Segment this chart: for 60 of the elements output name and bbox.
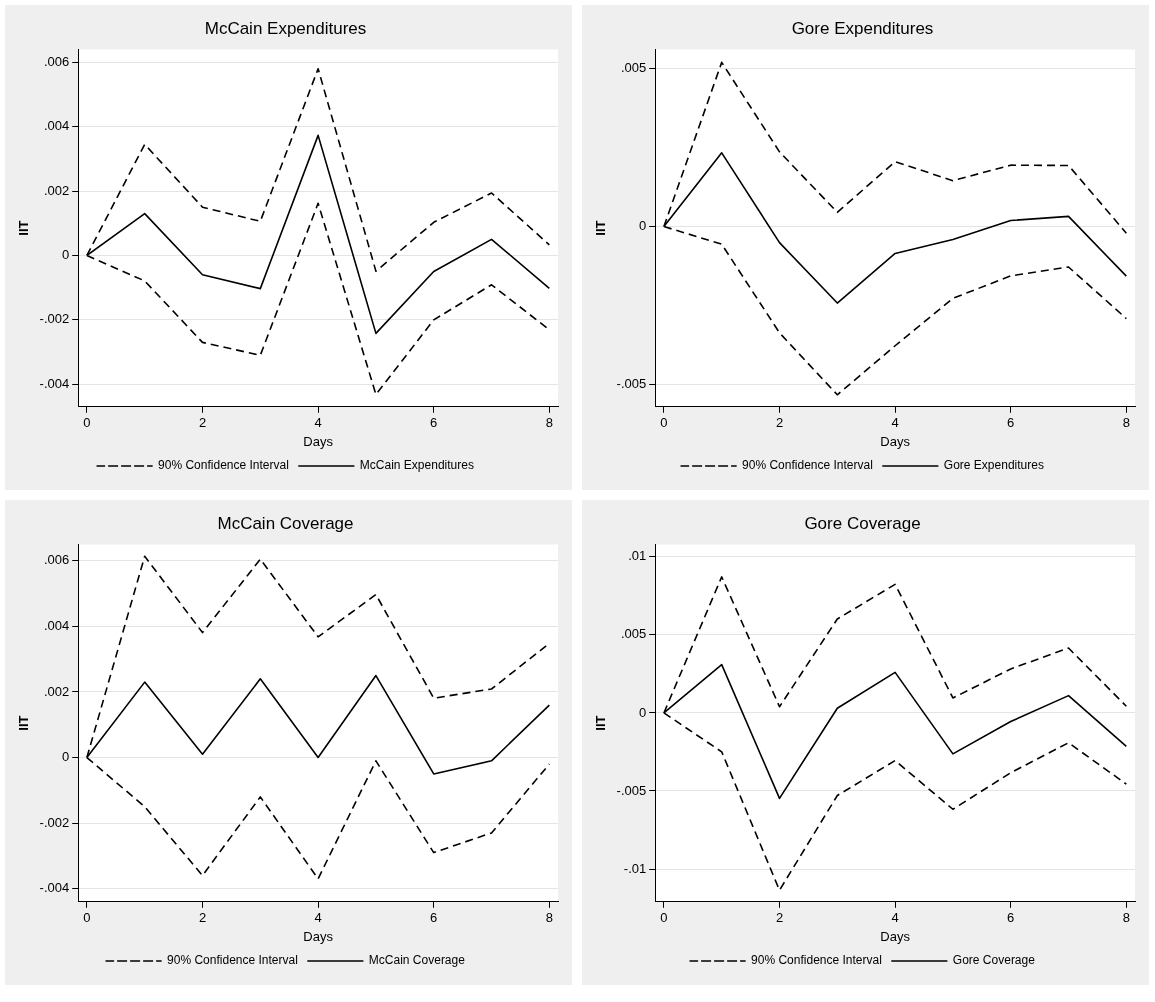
x-axis-title: Days bbox=[303, 928, 334, 944]
y-tick-label: .005 bbox=[620, 626, 647, 642]
y-tick-label: -.004 bbox=[39, 880, 70, 896]
chart-title: Gore Coverage bbox=[804, 513, 921, 533]
x-tick-label: 2 bbox=[775, 415, 784, 431]
legend-label: 90% Confidence Interval bbox=[167, 953, 298, 968]
y-tick-label: 0 bbox=[62, 749, 70, 765]
x-tick-label: 8 bbox=[1122, 910, 1130, 926]
y-tick-label: -.004 bbox=[39, 375, 70, 391]
x-tick-label: 8 bbox=[545, 910, 553, 926]
y-tick-label: 0 bbox=[639, 704, 647, 720]
x-tick-label: 6 bbox=[1007, 910, 1015, 926]
legend-label: Gore Coverage bbox=[952, 953, 1036, 968]
y-tick-label: .002 bbox=[43, 182, 70, 198]
chart-title: McCain Expenditures bbox=[204, 18, 367, 38]
x-tick-label: 0 bbox=[660, 910, 668, 926]
x-tick-label: 0 bbox=[660, 415, 668, 431]
y-axis-title: IIT bbox=[593, 220, 609, 236]
legend-label: 90% Confidence Interval bbox=[742, 458, 873, 473]
y-tick-label: .002 bbox=[43, 683, 70, 699]
legend-label: 90% Confidence Interval bbox=[751, 953, 882, 968]
x-axis-title: Days bbox=[880, 433, 911, 449]
y-tick-label: .004 bbox=[43, 617, 70, 633]
legend-label: McCain Coverage bbox=[368, 953, 466, 968]
x-tick-label: 4 bbox=[891, 910, 899, 926]
x-tick-label: 4 bbox=[891, 415, 899, 431]
legend-label: McCain Expenditures bbox=[359, 458, 474, 473]
y-tick-label: .006 bbox=[43, 53, 70, 69]
y-axis-title: IIT bbox=[16, 715, 32, 731]
x-tick-label: 0 bbox=[83, 910, 91, 926]
y-tick-label: -.01 bbox=[623, 860, 647, 876]
y-tick-label: .006 bbox=[43, 552, 70, 568]
y-tick-label: 0 bbox=[639, 218, 647, 234]
chart-title: Gore Expenditures bbox=[791, 18, 934, 38]
x-tick-label: 2 bbox=[198, 415, 207, 431]
y-tick-label: -.005 bbox=[616, 376, 647, 392]
x-tick-label: 6 bbox=[430, 415, 438, 431]
y-axis-title: IIT bbox=[16, 220, 32, 236]
legend-label: 90% Confidence Interval bbox=[158, 458, 289, 473]
x-tick-label: 8 bbox=[545, 415, 553, 431]
y-tick-label: -.002 bbox=[39, 311, 70, 327]
y-tick-label: 0 bbox=[62, 247, 70, 263]
x-tick-label: 0 bbox=[83, 415, 91, 431]
y-tick-label: .005 bbox=[620, 59, 647, 75]
y-axis-title: IIT bbox=[593, 715, 609, 731]
y-tick-label: .004 bbox=[43, 118, 70, 134]
legend-label: Gore Expenditures bbox=[943, 458, 1044, 473]
x-axis-title: Days bbox=[303, 433, 334, 449]
x-axis-title: Days bbox=[880, 928, 911, 944]
x-tick-label: 8 bbox=[1122, 415, 1130, 431]
x-tick-label: 2 bbox=[198, 910, 207, 926]
chart-title: McCain Coverage bbox=[217, 513, 354, 533]
x-tick-label: 6 bbox=[430, 910, 438, 926]
x-tick-label: 6 bbox=[1007, 415, 1015, 431]
y-tick-label: .01 bbox=[628, 548, 647, 564]
x-tick-label: 4 bbox=[314, 910, 322, 926]
x-tick-label: 2 bbox=[775, 910, 784, 926]
y-tick-label: -.005 bbox=[616, 782, 647, 798]
y-tick-label: -.002 bbox=[39, 814, 70, 830]
x-tick-label: 4 bbox=[314, 415, 322, 431]
